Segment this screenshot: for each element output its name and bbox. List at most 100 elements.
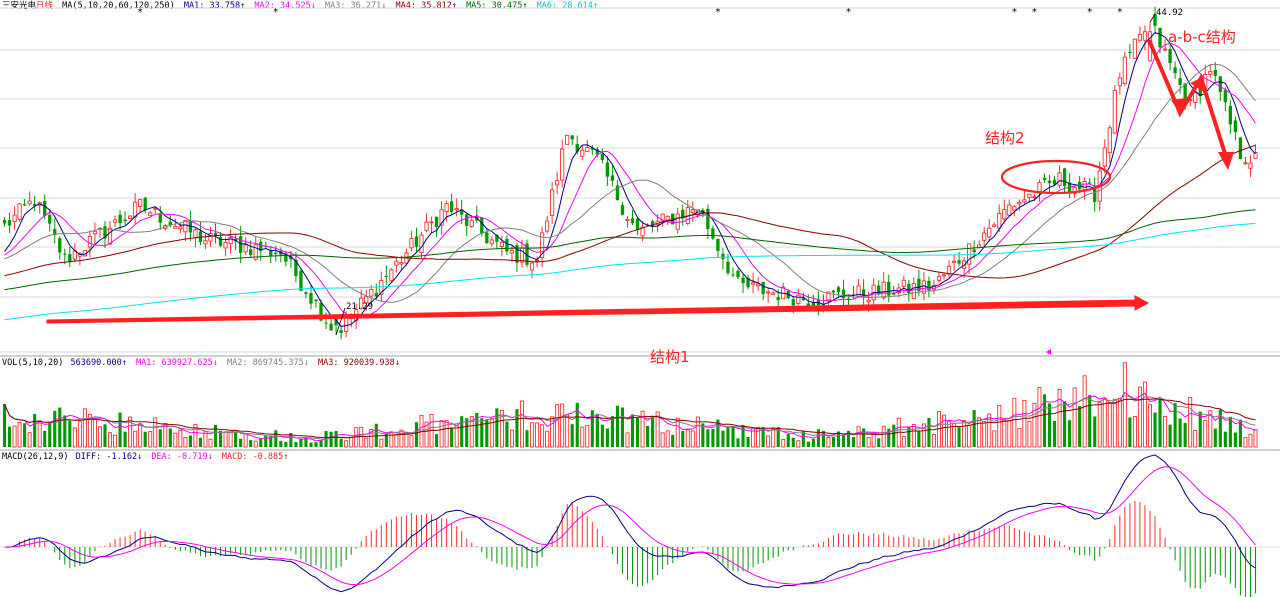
- volume-bar: [178, 429, 183, 448]
- candle-body: [736, 270, 740, 278]
- candle-body: [43, 201, 47, 216]
- candle-body: [1168, 49, 1172, 64]
- signal-star: *: [714, 7, 721, 18]
- volume-bar: [294, 442, 298, 447]
- candle-body: [17, 203, 22, 220]
- candle-body: [419, 234, 424, 254]
- volume-bar: [394, 433, 399, 448]
- volume-bar: [359, 426, 364, 448]
- candle-body: [1198, 87, 1202, 97]
- volume-bar: [1218, 409, 1222, 447]
- candle-body: [1218, 76, 1222, 92]
- volume-bar: [917, 431, 921, 447]
- volume-bar: [726, 427, 730, 447]
- volume-bar: [992, 430, 997, 448]
- volume-bar: [1042, 394, 1047, 447]
- volume-bar: [314, 442, 318, 447]
- volume-bar: [113, 434, 118, 448]
- candle-body: [907, 283, 911, 294]
- candle-body: [495, 234, 499, 242]
- ma1-value: MA1: 33.758↑: [183, 1, 246, 11]
- candle-body: [1072, 187, 1077, 194]
- ma250-line: [4, 222, 1256, 321]
- candle-body: [681, 209, 685, 219]
- volume-bar: [1088, 395, 1092, 447]
- volume-layer: [2, 362, 1258, 448]
- candle-body: [951, 260, 957, 263]
- ma-params: MA(5,10,20,60,120,250): [62, 1, 175, 11]
- moving-average-layer: [4, 32, 1256, 327]
- candle-body: [600, 153, 605, 161]
- candle-body: [1142, 31, 1148, 41]
- volume-bar: [1243, 437, 1248, 448]
- candle-body: [750, 282, 756, 285]
- volume-bar: [866, 437, 871, 448]
- volume-bar: [881, 425, 886, 448]
- candle-body: [63, 253, 67, 255]
- volume-bar: [465, 418, 469, 447]
- volume-bar: [2, 404, 7, 447]
- volume-bar: [329, 431, 333, 447]
- candle-body: [660, 213, 665, 222]
- volume-bar: [977, 417, 982, 448]
- candle-body: [877, 285, 881, 295]
- candle-body: [550, 189, 555, 216]
- volume-bar: [1072, 387, 1077, 448]
- candle-body: [269, 249, 273, 256]
- abc-zigzag: [1147, 39, 1230, 164]
- volume-bar: [660, 432, 665, 448]
- volume-bar: [545, 430, 550, 448]
- macd-diff-line: [4, 454, 1256, 593]
- candle-body: [544, 220, 550, 232]
- dea-value: DEA: -0.719↓: [151, 452, 213, 462]
- candle-body: [796, 294, 801, 304]
- volume-bar: [972, 410, 976, 447]
- volume-bar: [138, 423, 143, 448]
- volume-bar: [1102, 397, 1107, 448]
- volume-bar: [595, 413, 599, 447]
- volume-bar: [620, 407, 625, 447]
- volume-bar: [796, 440, 801, 448]
- volume-bar: [489, 418, 494, 448]
- grid-layer: [0, 7, 1280, 548]
- candle-body: [987, 227, 992, 238]
- volume-bar: [836, 431, 841, 447]
- volume-bar: [1012, 397, 1017, 448]
- candle-body: [183, 220, 188, 233]
- volume-bar: [389, 431, 394, 448]
- candle-body: [68, 254, 72, 262]
- candle-body: [193, 229, 198, 239]
- volume-bar: [776, 427, 780, 447]
- candle-body: [801, 297, 805, 301]
- ma6-value: MA6: 28.614↑: [536, 1, 599, 11]
- volume-ma-line: [4, 398, 1256, 439]
- volume-bar: [605, 428, 609, 447]
- candle-body: [359, 297, 364, 309]
- volume-bar: [7, 426, 12, 447]
- candle-body: [112, 219, 118, 223]
- ma2-value: MA2: 34.525↓: [254, 1, 316, 11]
- candle-body: [1173, 67, 1177, 74]
- candle-body: [640, 226, 645, 237]
- signal-star: *: [1086, 7, 1093, 18]
- candle-body: [811, 301, 816, 306]
- volume-bar: [97, 426, 102, 448]
- candle-body: [992, 224, 997, 227]
- volume-bar: [1082, 375, 1087, 448]
- candle-body: [178, 226, 183, 230]
- volume-bar: [485, 419, 489, 447]
- candle-body: [1012, 206, 1017, 211]
- candle-body: [384, 275, 388, 277]
- volume-bar: [781, 439, 786, 448]
- macd-header: MACD(26,12,9) DIFF: -1.162↓ DEA: -0.719↓…: [2, 452, 292, 463]
- volume-bar: [1173, 403, 1177, 447]
- volume-bar: [585, 424, 590, 448]
- candle-body: [746, 278, 750, 288]
- abc-arrowhead-a: [1171, 98, 1186, 113]
- volume-bar: [1183, 422, 1187, 447]
- candle-body: [650, 221, 655, 227]
- candle-body: [22, 204, 27, 206]
- candle-body: [309, 293, 313, 304]
- candle-body: [1193, 92, 1198, 103]
- volume-bar: [48, 421, 52, 447]
